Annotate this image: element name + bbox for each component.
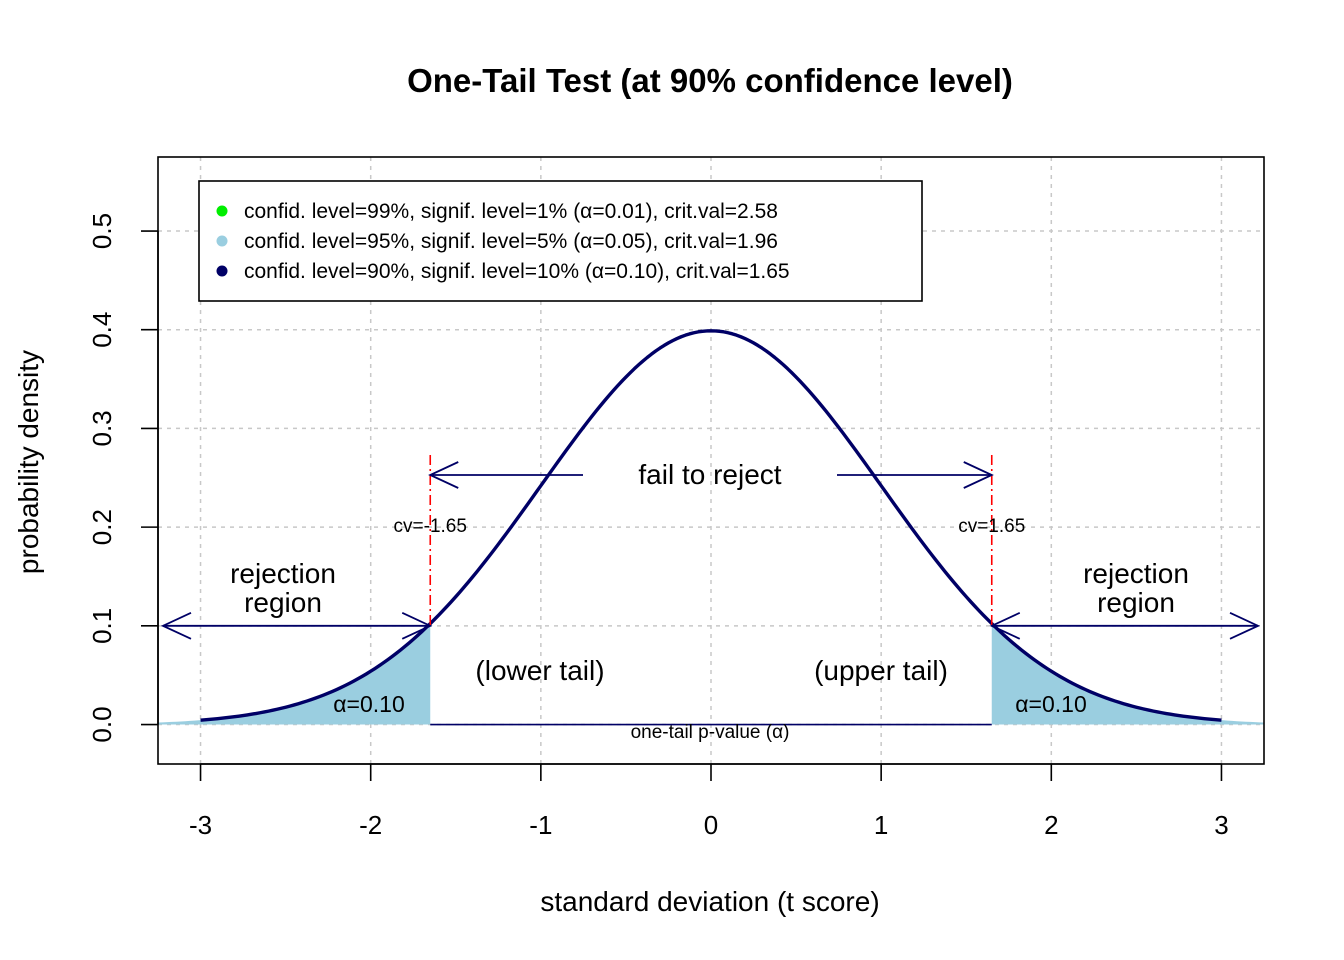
legend-label: confid. level=95%, signif. level=5% (α=0… [244, 230, 778, 253]
reject-arrow-right-head-inner [989, 612, 1021, 640]
reject-arrow-left-head-inner [401, 612, 433, 640]
reject-arrow-left-head-outer [160, 612, 192, 640]
reject-arrow-right-head-outer [1229, 612, 1261, 640]
y-tick-label: 0.1 [87, 608, 117, 644]
y-tick-label: 0.2 [87, 509, 117, 545]
x-axis-label: standard deviation (t score) [540, 886, 879, 917]
legend: confid. level=99%, signif. level=1% (α=0… [198, 180, 923, 302]
critical-value-label: cv=1.65 [958, 516, 1025, 537]
curve-layer [200, 329, 1222, 726]
x-tick-label: 3 [1214, 810, 1228, 840]
x-tick-label: 2 [1044, 810, 1058, 840]
legend-marker [216, 265, 228, 277]
p-value-label: one-tail p-value (α) [631, 722, 790, 743]
legend-marker [216, 235, 228, 247]
y-axis-label: probability density [13, 350, 44, 574]
y-tick-label: 0.3 [87, 410, 117, 446]
lower-tail-label: (lower tail) [475, 655, 604, 686]
y-tick-label: 0.4 [87, 312, 117, 348]
y-axis: 0.0 0.1 0.2 0.3 0.4 0.5 [87, 213, 159, 743]
rejection-region-left-line1: rejection [230, 558, 336, 589]
x-tick-label: -2 [359, 810, 382, 840]
shaded-tail-left [158, 623, 431, 725]
shaded-tail-right [991, 623, 1264, 725]
shaded-tails [158, 623, 1264, 725]
chart-title: One-Tail Test (at 90% confidence level) [407, 62, 1013, 99]
fail-arrow-right-head [963, 461, 994, 489]
rejection-region-right-line2: region [1097, 587, 1175, 618]
x-tick-label: -1 [529, 810, 552, 840]
fail-arrow-left-head [428, 461, 459, 489]
legend-box [198, 180, 923, 302]
upper-tail-label: (upper tail) [814, 655, 948, 686]
y-tick-label: 0.5 [87, 213, 117, 249]
critical-value-label: cv=-1.65 [394, 516, 467, 537]
legend-label: confid. level=99%, signif. level=1% (α=0… [244, 200, 778, 223]
legend-label: confid. level=90%, signif. level=10% (α=… [244, 260, 790, 283]
alpha-label-right: α=0.10 [1015, 691, 1087, 717]
legend-marker [216, 205, 228, 217]
y-tick-label: 0.0 [87, 706, 117, 742]
fail-to-reject-label: fail to reject [638, 459, 781, 490]
density-curve [200, 329, 1222, 722]
alpha-label-left: α=0.10 [333, 691, 405, 717]
x-tick-label: -3 [189, 810, 212, 840]
x-axis: -3 -2 -1 0 1 2 3 [189, 763, 1229, 840]
x-tick-label: 1 [874, 810, 888, 840]
rejection-region-left-line2: region [244, 587, 322, 618]
x-tick-label: 0 [704, 810, 718, 840]
rejection-region-right-line1: rejection [1083, 558, 1189, 589]
